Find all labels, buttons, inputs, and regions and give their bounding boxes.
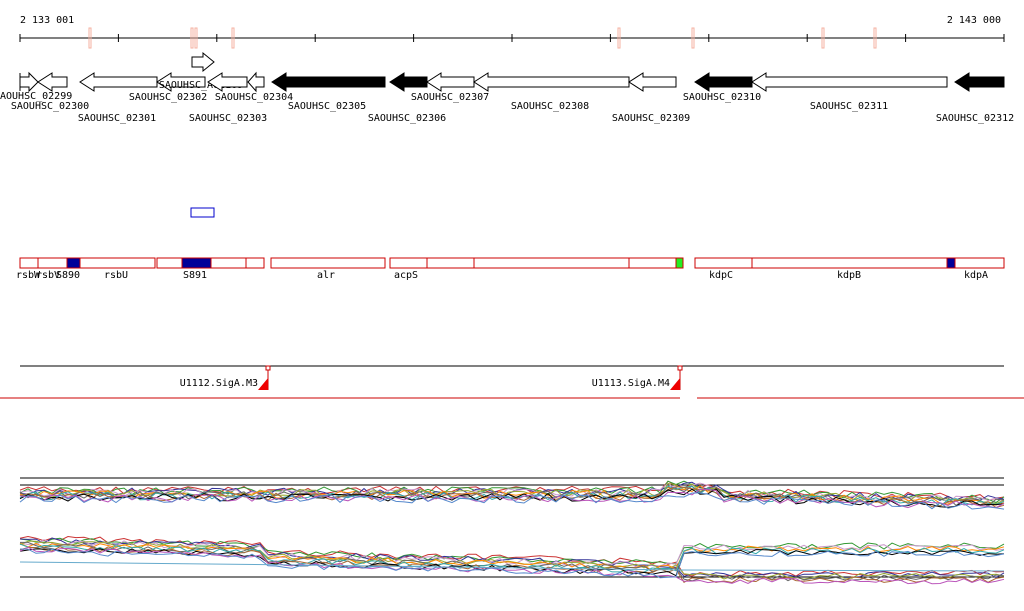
feature-box [675,257,684,269]
gene-label: SAOUHSC_02301 [78,113,156,124]
gene-arrow [389,72,428,92]
gene-arrow [271,72,386,92]
expression-trace [19,561,1005,572]
feature-box [19,257,39,269]
feature-box [694,257,753,269]
feature-label: S891 [183,270,207,281]
gene-label: SAOUHSC_02303 [189,113,267,124]
feature-box [473,257,630,269]
gene-label: AOUHSC_02299 [0,91,72,102]
gene-label: SAOUHSC_02305 [288,101,366,112]
expression-trace [19,542,1005,571]
feature-box [946,257,956,269]
gene-arrow [156,72,206,92]
gene-arrow [426,72,475,92]
expression-trace [19,492,1005,510]
gene-label: SAOUHSC_02311 [810,101,888,112]
feature-label: alr [317,270,335,281]
gene-arrow [694,72,753,92]
feature-label: kdpA [964,270,988,281]
gene-arrow [247,71,265,93]
feature-label: acpS [394,270,418,281]
expression-trace [19,488,1005,509]
feature-box [270,257,386,269]
expression-trace [19,485,1005,506]
ruler-mark [873,27,877,49]
expression-trace [19,537,1005,565]
feature-label: kdpB [837,270,861,281]
feature-box [628,257,677,269]
feature-label: S890 [56,270,80,281]
ruler-mark [821,27,825,49]
feature-box [156,257,183,269]
gene-label: SAOUHSC_02304 [215,92,293,103]
expression-trace [19,548,1005,579]
feature-box [210,257,247,269]
feature-label: rsbV [36,270,60,281]
feature-box [66,257,81,269]
feature-box [181,257,212,269]
feature-box [37,257,68,269]
ruler-mark [194,27,198,49]
feature-box [389,257,428,269]
gene-arrow [473,72,630,92]
promoter-head [265,365,271,371]
promoter-flag [670,378,680,390]
feature-label: rsbW [16,270,41,281]
ruler-mark [691,27,695,49]
gene-arrow [37,72,68,92]
gene-arrow [19,71,39,93]
gene-arrow [207,72,248,92]
gene-label: SAOUHSC_02302 [129,92,207,103]
gene-arrow [751,72,948,92]
feature-label: rsbU [104,270,128,281]
ruler-mark [88,27,92,49]
gene-label: SAOUHSC_02310 [683,92,761,103]
feature-box [190,207,215,218]
gene-label: SAOUHSC_02307 [411,92,489,103]
promoter-head [677,365,683,371]
feature-box [426,257,475,269]
expression-trace [19,482,1005,504]
ruler-mark [617,27,621,49]
feature-box [751,257,948,269]
ruler-mark [190,27,194,49]
promoter-label: U1112.SigA.M3 [180,378,258,389]
feature-box [79,257,156,269]
gene-arrow [628,72,677,92]
feature-label: kdpC [709,270,733,281]
promoter-label: U1113.SigA.M4 [592,378,670,389]
gene-label: SAOUHSC_02308 [511,101,589,112]
expression-trace [19,540,1005,580]
gene-arrow [79,72,158,92]
gene-arrow [191,51,215,73]
ruler-start: 2 133 001 [20,15,74,26]
ruler-end: 2 143 000 [947,15,1001,26]
ruler-mark [231,27,235,49]
feature-box [245,257,265,269]
gene-label: SAOUHSC_A02169 [159,80,243,91]
gene-arrow [954,72,1005,92]
promoter-flag [258,378,268,390]
expression-trace [19,482,1005,505]
feature-box [954,257,1005,269]
gene-label: SAOUHSC_02312 [936,113,1014,124]
gene-label: SAOUHSC_02306 [368,113,446,124]
gene-label: SAOUHSC_02309 [612,113,690,124]
gene-label: SAOUHSC_02300 [11,101,89,112]
expression-trace [19,546,1005,585]
